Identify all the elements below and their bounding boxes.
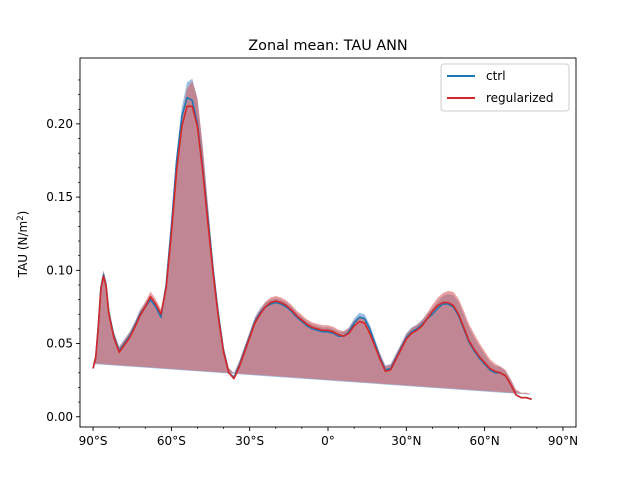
x-tick-label: 0° [321, 434, 335, 448]
legend: ctrl regularized [440, 63, 570, 112]
y-axis-label: TAU (N/m2) [16, 211, 30, 279]
y-tick-label: 0.05 [46, 337, 73, 351]
y-tick-label: 0.20 [46, 117, 73, 131]
series-line-regularized [92, 105, 532, 400]
chart-title: Zonal mean: TAU ANN [248, 38, 407, 54]
x-tick-label: 60°N [470, 434, 500, 448]
x-tick-label: 90°N [548, 434, 578, 448]
x-tick-label: 60°S [157, 434, 186, 448]
legend-label-regularized: regularized [486, 91, 554, 105]
uncertainty-band-regularized [93, 81, 532, 395]
x-axis: 90°S 60°S 30°S 0° 30°N 60°N 90°N [79, 427, 578, 448]
x-tick-label: 30°N [391, 434, 421, 448]
plot-area [79, 57, 577, 428]
x-tick-label: 90°S [79, 434, 108, 448]
y-tick-label: 0.15 [46, 190, 73, 204]
x-tick-label: 30°S [235, 434, 264, 448]
y-tick-label: 0.10 [46, 263, 73, 277]
y-tick-label: 0.00 [46, 410, 73, 424]
y-axis: 0.00 0.05 0.10 0.15 0.20 [46, 79, 80, 424]
legend-label-ctrl: ctrl [486, 69, 506, 83]
